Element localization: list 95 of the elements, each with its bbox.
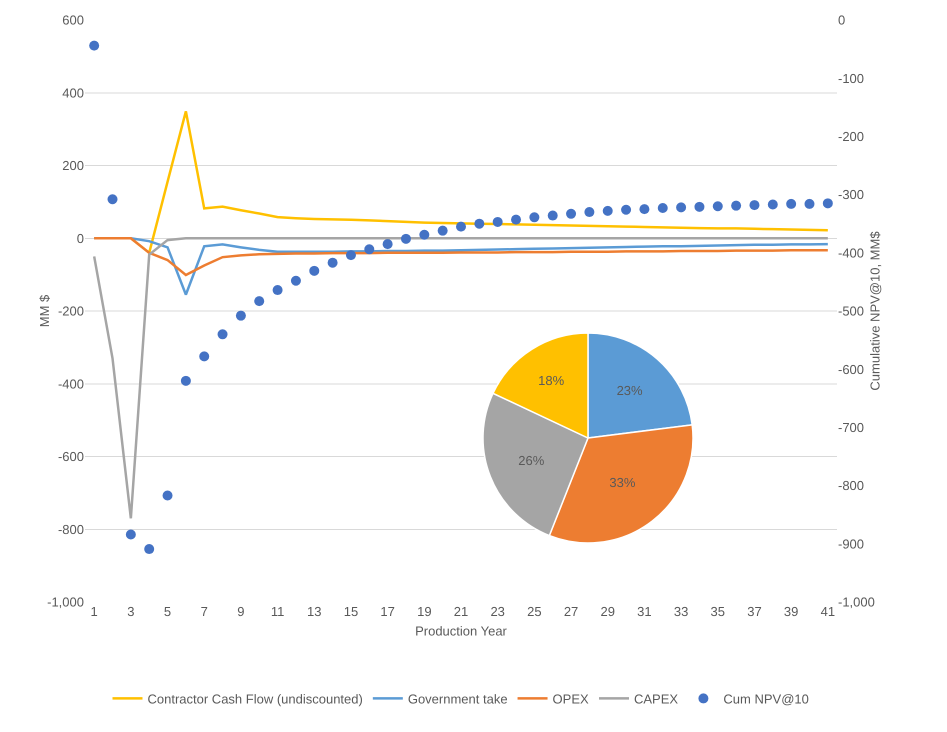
y-axis-title: MM $ [37, 294, 52, 328]
point [126, 529, 136, 540]
y2-tick-label: -400 [838, 245, 864, 260]
x-tick-label: 33 [674, 604, 688, 619]
x-tick-label: 35 [710, 604, 726, 619]
x-tick-label: 1 [90, 604, 98, 619]
x-tick-label: 13 [307, 604, 322, 619]
point [566, 208, 576, 219]
point [272, 285, 283, 296]
point [602, 206, 613, 216]
point [658, 202, 668, 213]
y2-tick-label: -1,000 [838, 594, 875, 610]
point [786, 198, 796, 209]
point [474, 218, 484, 229]
x-tick-label: 11 [270, 604, 284, 619]
y2-tick-label: -500 [838, 304, 864, 319]
point [89, 40, 100, 51]
y-tick-label: -1,000 [47, 594, 84, 610]
y-tick-label: -600 [58, 449, 84, 464]
y-tick-label: -400 [58, 376, 84, 392]
data-label: 26% [518, 452, 545, 468]
x-tick-label: 9 [237, 604, 245, 619]
y2-tick-label: 0 [838, 12, 846, 28]
data-label: 18% [538, 372, 565, 388]
y2-tick-label: -800 [838, 478, 864, 494]
point [676, 202, 686, 212]
legend-label: CAPEX [634, 692, 678, 706]
point [180, 376, 191, 386]
x-tick-label: 41 [820, 604, 836, 619]
y2-tick-label: -200 [838, 128, 864, 144]
x-tick-label: 31 [637, 604, 652, 619]
point [804, 198, 814, 209]
y2-axis-title: Cumulative NPV@10, MM$ [868, 230, 882, 391]
point [548, 210, 558, 221]
point [290, 276, 301, 286]
point [382, 239, 393, 250]
x-tick-label: 29 [600, 604, 615, 619]
y-tick-label: 0 [76, 230, 84, 246]
legend-label: OPEX [552, 692, 589, 706]
x-tick-label: 27 [564, 604, 578, 619]
y2-tick-label: -300 [838, 187, 864, 202]
point [511, 214, 522, 225]
legend-label: Cum NPV@10 [723, 692, 809, 706]
point [492, 216, 503, 227]
point [822, 198, 833, 208]
point [694, 202, 704, 212]
x-tick-label: 19 [417, 604, 432, 619]
y-tick-label: 400 [62, 85, 84, 100]
point [731, 200, 742, 211]
point [108, 194, 118, 204]
x-tick-label: 17 [380, 604, 395, 619]
point [621, 204, 632, 215]
point [639, 204, 650, 214]
x-tick-label: 25 [527, 604, 542, 619]
point [584, 207, 594, 218]
x-tick-label: 39 [784, 604, 798, 619]
point [419, 230, 430, 240]
x-axis-title: Production Year [415, 624, 508, 639]
data-label: 33% [609, 475, 636, 490]
point [529, 212, 540, 222]
point [309, 266, 320, 276]
legend-label: Government take [408, 692, 508, 706]
y-tick-label: -200 [58, 304, 84, 319]
y-tick-label: -800 [58, 522, 84, 537]
point [218, 329, 228, 340]
point [236, 310, 246, 321]
y2-tick-label: -600 [838, 362, 864, 377]
point [712, 201, 723, 212]
x-tick-label: 3 [127, 604, 134, 619]
x-tick-label: 7 [200, 604, 208, 619]
point [254, 296, 264, 306]
x-tick-label: 23 [490, 604, 505, 619]
point [400, 234, 411, 244]
legend-label: Contractor Cash Flow (undiscounted) [148, 692, 363, 706]
y2-tick-label: -700 [838, 420, 864, 435]
point [768, 199, 778, 210]
point [364, 244, 374, 254]
point [346, 250, 356, 260]
x-tick-label: 15 [344, 604, 358, 619]
point [438, 226, 448, 236]
x-tick-label: 37 [747, 604, 762, 619]
point [328, 258, 338, 268]
point [199, 351, 210, 362]
point [456, 222, 466, 232]
line-series [92, 237, 830, 276]
y2-tick-label: -100 [838, 70, 864, 86]
y2-tick-label: -900 [838, 536, 864, 552]
x-tick-label: 5 [164, 604, 172, 619]
x-tick-label: 21 [454, 604, 468, 619]
point [144, 544, 154, 554]
y-tick-label: 600 [62, 12, 84, 28]
data-label: 23% [616, 383, 644, 398]
point [162, 490, 173, 500]
point [749, 200, 760, 210]
y-tick-label: 200 [62, 158, 84, 174]
